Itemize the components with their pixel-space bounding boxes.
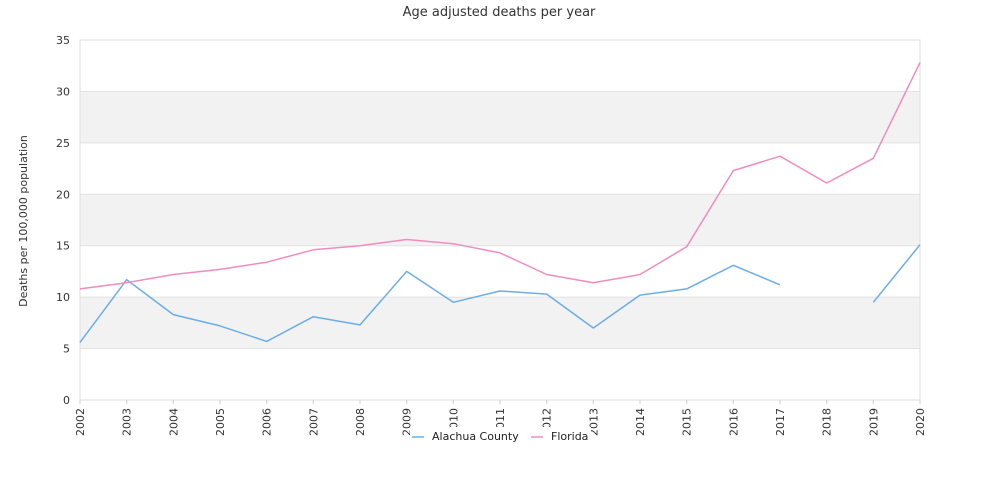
x-tick-label: 2004 xyxy=(167,408,180,436)
y-axis-title: Deaths per 100,000 population xyxy=(17,135,30,307)
y-tick-label: 20 xyxy=(56,188,70,201)
series-line-alachua-county[interactable] xyxy=(79,244,921,343)
chart-title: Age adjusted deaths per year xyxy=(403,5,596,20)
series-lines xyxy=(79,62,921,343)
y-tick-label: 0 xyxy=(63,394,70,407)
x-tick-label: 2015 xyxy=(681,408,694,436)
legend-item-background xyxy=(529,427,591,443)
legend[interactable]: Alachua County Florida xyxy=(410,427,591,443)
x-tick-label: 2019 xyxy=(867,408,880,436)
x-tick-label: 2002 xyxy=(74,408,87,436)
x-tick-label: 2018 xyxy=(821,408,834,436)
legend-label: Alachua County xyxy=(432,430,519,443)
y-axis-ticks: 0 5 10 15 20 25 30 35 xyxy=(56,34,70,407)
legend-label: Florida xyxy=(551,430,588,443)
y-tick-label: 5 xyxy=(63,343,70,356)
grid-bands xyxy=(80,91,920,349)
grid-band xyxy=(80,91,920,143)
y-tick-label: 30 xyxy=(56,85,70,98)
x-tick-label: 2017 xyxy=(774,408,787,436)
legend-item-alachua-county[interactable]: Alachua County xyxy=(410,427,519,443)
x-tick-label: 2020 xyxy=(914,408,927,436)
x-tick-label: 2003 xyxy=(121,408,134,436)
x-tick-label: 2005 xyxy=(214,408,227,436)
y-tick-label: 25 xyxy=(56,137,70,150)
x-tick-label: 2006 xyxy=(261,408,274,436)
y-tick-label: 35 xyxy=(56,34,70,47)
grid-band xyxy=(80,194,920,246)
legend-item-background xyxy=(410,427,518,443)
series-line-florida[interactable] xyxy=(79,62,921,290)
y-tick-label: 10 xyxy=(56,291,70,304)
x-tick-label: 2016 xyxy=(727,408,740,436)
legend-item-florida[interactable]: Florida xyxy=(529,427,591,443)
x-tick-label: 2007 xyxy=(307,408,320,436)
x-tick-label: 2008 xyxy=(354,408,367,436)
y-tick-label: 15 xyxy=(56,240,70,253)
grid-band xyxy=(80,297,920,349)
x-tick-label: 2014 xyxy=(634,408,647,436)
